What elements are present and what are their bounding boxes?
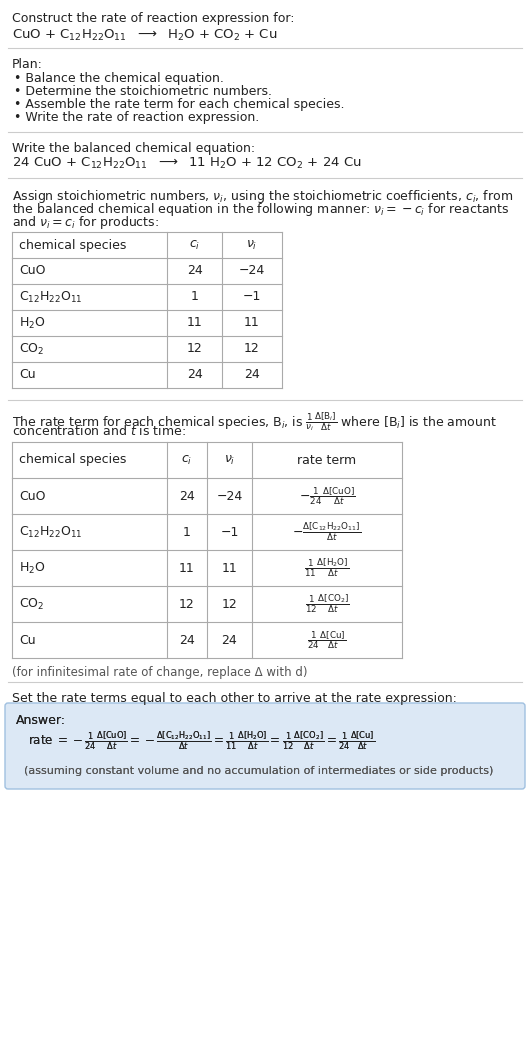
Text: Cu: Cu [19, 634, 36, 646]
Text: CO$_2$: CO$_2$ [19, 342, 45, 356]
Text: • Balance the chemical equation.: • Balance the chemical equation. [14, 72, 224, 85]
Text: $c_i$: $c_i$ [181, 453, 192, 467]
Text: 24: 24 [179, 634, 195, 646]
Text: H$_2$O: H$_2$O [19, 561, 46, 575]
Text: $c_i$: $c_i$ [189, 239, 200, 251]
Text: 1: 1 [191, 291, 198, 303]
Text: −1: −1 [243, 291, 261, 303]
FancyBboxPatch shape [5, 703, 525, 789]
Text: Assign stoichiometric numbers, $\nu_i$, using the stoichiometric coefficients, $: Assign stoichiometric numbers, $\nu_i$, … [12, 188, 513, 205]
Text: Answer:: Answer: [16, 714, 66, 727]
Text: CO$_2$: CO$_2$ [19, 596, 45, 612]
Text: C$_{12}$H$_{22}$O$_{11}$: C$_{12}$H$_{22}$O$_{11}$ [19, 524, 83, 540]
Text: $\nu_i$: $\nu_i$ [246, 239, 258, 251]
Text: CuO: CuO [19, 265, 46, 277]
Text: $\frac{1}{11}\frac{\Delta[\mathrm{H}_2\mathrm{O}]}{\Delta t}$: $\frac{1}{11}\frac{\Delta[\mathrm{H}_2\m… [304, 556, 350, 579]
Text: 24: 24 [179, 490, 195, 502]
Text: Set the rate terms equal to each other to arrive at the rate expression:: Set the rate terms equal to each other t… [12, 692, 457, 705]
Text: • Assemble the rate term for each chemical species.: • Assemble the rate term for each chemic… [14, 98, 344, 111]
Text: rate $= -\frac{1}{24}\frac{\Delta[\mathrm{CuO}]}{\Delta t} = -\frac{\Delta[\math: rate $= -\frac{1}{24}\frac{\Delta[\mathr… [28, 730, 375, 752]
Text: 12: 12 [244, 343, 260, 355]
Text: CuO: CuO [19, 490, 46, 502]
Text: chemical species: chemical species [19, 239, 126, 251]
Text: (assuming constant volume and no accumulation of intermediates or side products): (assuming constant volume and no accumul… [24, 766, 493, 776]
Text: −24: −24 [216, 490, 243, 502]
Text: chemical species: chemical species [19, 453, 126, 467]
Text: rate term: rate term [297, 453, 357, 467]
Text: (assuming constant volume and no accumulation of intermediates or side products): (assuming constant volume and no accumul… [24, 766, 493, 776]
Text: concentration and $t$ is time:: concentration and $t$ is time: [12, 424, 186, 438]
Text: 24: 24 [222, 634, 237, 646]
Text: 24: 24 [187, 369, 202, 381]
Text: The rate term for each chemical species, B$_i$, is $\frac{1}{\nu_i}\frac{\Delta[: The rate term for each chemical species,… [12, 410, 497, 432]
Text: $\nu_i$: $\nu_i$ [224, 453, 235, 467]
Text: 12: 12 [222, 597, 237, 611]
Text: 12: 12 [179, 597, 195, 611]
Text: • Determine the stoichiometric numbers.: • Determine the stoichiometric numbers. [14, 85, 272, 98]
Text: 11: 11 [179, 562, 195, 574]
Text: H$_2$O: H$_2$O [19, 316, 46, 330]
Text: Answer:: Answer: [16, 714, 66, 727]
Text: −24: −24 [239, 265, 265, 277]
Text: Cu: Cu [19, 369, 36, 381]
Text: 24 CuO + C$_{12}$H$_{22}$O$_{11}$  $\longrightarrow$  11 H$_2$O + 12 CO$_2$ + 24: 24 CuO + C$_{12}$H$_{22}$O$_{11}$ $\long… [12, 156, 362, 171]
Text: 11: 11 [222, 562, 237, 574]
Text: $-\frac{1}{24}\frac{\Delta[\mathrm{CuO}]}{\Delta t}$: $-\frac{1}{24}\frac{\Delta[\mathrm{CuO}]… [299, 485, 355, 507]
Text: the balanced chemical equation in the following manner: $\nu_i = -c_i$ for react: the balanced chemical equation in the fo… [12, 201, 509, 218]
Text: Plan:: Plan: [12, 58, 43, 71]
Text: 24: 24 [187, 265, 202, 277]
Text: $-\frac{\Delta[\mathrm{C}_{12}\mathrm{H}_{22}\mathrm{O}_{11}]}{\Delta t}$: $-\frac{\Delta[\mathrm{C}_{12}\mathrm{H}… [293, 521, 361, 543]
Text: 11: 11 [187, 317, 202, 329]
Text: 1: 1 [183, 525, 191, 539]
Text: 12: 12 [187, 343, 202, 355]
Text: −1: −1 [220, 525, 238, 539]
Text: $\frac{1}{24}\frac{\Delta[\mathrm{Cu}]}{\Delta t}$: $\frac{1}{24}\frac{\Delta[\mathrm{Cu}]}{… [307, 629, 347, 651]
Text: C$_{12}$H$_{22}$O$_{11}$: C$_{12}$H$_{22}$O$_{11}$ [19, 290, 83, 304]
Text: and $\nu_i = c_i$ for products:: and $\nu_i = c_i$ for products: [12, 214, 159, 231]
Text: (for infinitesimal rate of change, replace Δ with d): (for infinitesimal rate of change, repla… [12, 666, 307, 679]
Text: 11: 11 [244, 317, 260, 329]
Text: • Write the rate of reaction expression.: • Write the rate of reaction expression. [14, 111, 259, 124]
Text: $\frac{1}{12}\frac{\Delta[\mathrm{CO}_2]}{\Delta t}$: $\frac{1}{12}\frac{\Delta[\mathrm{CO}_2]… [305, 593, 349, 616]
Text: Write the balanced chemical equation:: Write the balanced chemical equation: [12, 142, 255, 155]
Text: rate $= -\frac{1}{24}\frac{\Delta[\mathrm{CuO}]}{\Delta t} = -\frac{\Delta[\math: rate $= -\frac{1}{24}\frac{\Delta[\mathr… [28, 730, 375, 752]
Text: CuO + C$_{12}$H$_{22}$O$_{11}$  $\longrightarrow$  H$_2$O + CO$_2$ + Cu: CuO + C$_{12}$H$_{22}$O$_{11}$ $\longrig… [12, 28, 277, 43]
Text: Construct the rate of reaction expression for:: Construct the rate of reaction expressio… [12, 13, 295, 25]
Text: 24: 24 [244, 369, 260, 381]
